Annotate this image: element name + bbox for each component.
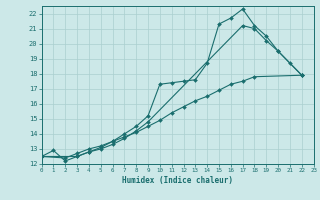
X-axis label: Humidex (Indice chaleur): Humidex (Indice chaleur) xyxy=(122,176,233,185)
